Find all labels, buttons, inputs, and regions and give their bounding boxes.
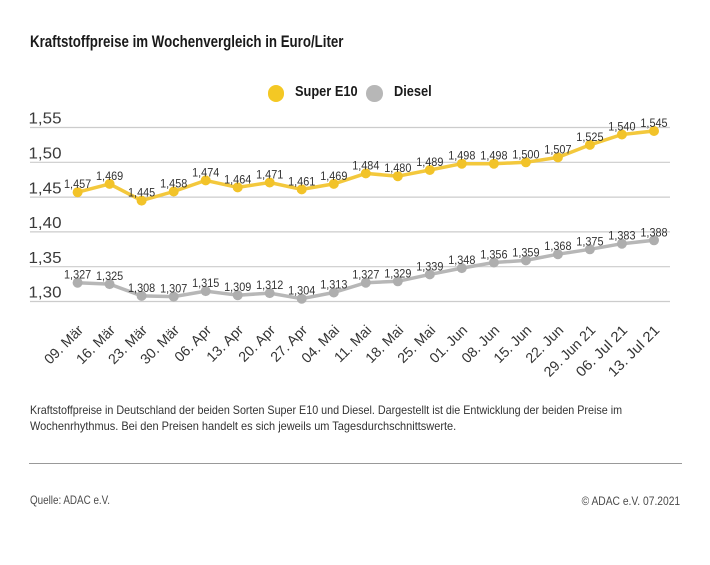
svg-text:1,312: 1,312 — [256, 279, 283, 292]
svg-text:1,368: 1,368 — [544, 240, 571, 253]
svg-text:1,471: 1,471 — [256, 169, 283, 182]
svg-text:1,469: 1,469 — [320, 170, 347, 183]
svg-text:1,498: 1,498 — [480, 150, 507, 163]
svg-text:1,388: 1,388 — [640, 226, 667, 239]
svg-text:1,525: 1,525 — [576, 131, 604, 144]
svg-text:1,327: 1,327 — [352, 269, 379, 282]
svg-text:1,309: 1,309 — [224, 281, 251, 294]
svg-text:1,329: 1,329 — [384, 267, 411, 280]
svg-text:1,500: 1,500 — [512, 148, 540, 161]
svg-text:1,507: 1,507 — [544, 143, 571, 156]
svg-text:1,50: 1,50 — [29, 146, 62, 163]
svg-text:1,315: 1,315 — [192, 277, 220, 290]
svg-text:1,375: 1,375 — [576, 235, 604, 248]
svg-text:1,313: 1,313 — [320, 279, 347, 292]
svg-text:1,356: 1,356 — [480, 249, 507, 262]
svg-text:1,307: 1,307 — [160, 283, 187, 296]
svg-text:1,469: 1,469 — [96, 170, 123, 183]
svg-text:1,458: 1,458 — [160, 178, 187, 191]
svg-text:1,498: 1,498 — [448, 150, 475, 163]
svg-text:1,327: 1,327 — [64, 269, 91, 282]
svg-text:1,474: 1,474 — [192, 166, 220, 179]
svg-text:1,308: 1,308 — [128, 282, 155, 295]
svg-text:1,489: 1,489 — [416, 156, 443, 169]
svg-text:1,480: 1,480 — [384, 162, 412, 175]
svg-text:1,304: 1,304 — [288, 285, 316, 298]
svg-text:1,35: 1,35 — [29, 250, 62, 267]
svg-text:1,545: 1,545 — [640, 117, 668, 130]
svg-text:1,461: 1,461 — [288, 175, 315, 188]
svg-text:1,55: 1,55 — [29, 111, 62, 128]
svg-text:1,45: 1,45 — [29, 180, 62, 197]
svg-text:1,484: 1,484 — [352, 159, 380, 172]
svg-text:1,325: 1,325 — [96, 270, 124, 283]
svg-text:1,464: 1,464 — [224, 173, 252, 186]
svg-text:1,540: 1,540 — [608, 121, 636, 134]
svg-text:1,383: 1,383 — [608, 230, 635, 243]
svg-text:1,359: 1,359 — [512, 246, 539, 259]
svg-text:1,339: 1,339 — [416, 260, 443, 273]
svg-text:1,30: 1,30 — [29, 285, 62, 302]
svg-text:1,445: 1,445 — [128, 187, 156, 200]
svg-text:1,457: 1,457 — [64, 178, 91, 191]
svg-text:1,348: 1,348 — [448, 254, 475, 267]
svg-text:1,40: 1,40 — [29, 215, 62, 232]
